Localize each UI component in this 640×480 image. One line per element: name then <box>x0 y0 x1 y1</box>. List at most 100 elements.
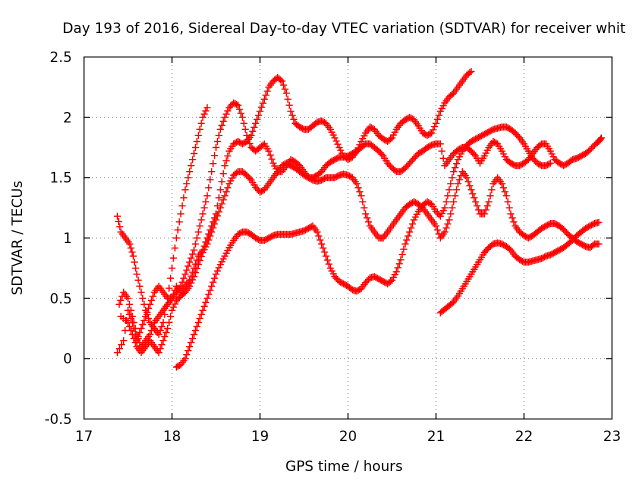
data-point <box>278 77 286 85</box>
data-point <box>216 186 224 194</box>
data-point <box>168 306 176 314</box>
data-point <box>208 228 216 236</box>
data-point <box>545 160 553 168</box>
data-point <box>479 131 487 139</box>
data-point <box>205 184 213 192</box>
data-point <box>206 286 214 294</box>
data-point <box>256 107 264 115</box>
data-point <box>406 228 414 236</box>
data-point <box>174 226 182 234</box>
data-point <box>464 178 472 186</box>
data-point <box>319 244 327 252</box>
data-point <box>313 228 321 236</box>
series-arc-6 <box>436 218 603 317</box>
data-point <box>186 343 194 351</box>
data-point <box>221 192 229 200</box>
data-point <box>187 339 195 347</box>
data-point <box>485 198 493 206</box>
data-point <box>181 186 189 194</box>
data-point <box>189 335 197 343</box>
data-point <box>194 228 202 236</box>
data-point <box>125 300 133 308</box>
data-point <box>171 244 179 252</box>
data-point <box>567 157 575 165</box>
data-point <box>318 240 326 248</box>
data-point <box>312 119 320 127</box>
data-point <box>441 228 449 236</box>
data-point <box>597 134 605 142</box>
data-point <box>140 316 148 324</box>
data-point <box>505 204 513 212</box>
data-point <box>211 274 219 282</box>
data-point <box>209 224 217 232</box>
data-point <box>441 204 449 212</box>
data-point <box>577 240 585 248</box>
data-point <box>307 223 315 231</box>
data-point <box>505 245 513 253</box>
data-point <box>215 194 223 202</box>
data-point <box>203 192 211 200</box>
data-point <box>199 113 207 121</box>
data-point <box>445 216 453 224</box>
data-point <box>197 119 205 127</box>
data-point <box>554 247 562 255</box>
data-point <box>432 222 440 230</box>
data-point <box>156 345 164 353</box>
data-point <box>453 186 461 194</box>
data-point <box>159 318 167 326</box>
data-point <box>200 110 208 118</box>
data-point <box>290 115 298 123</box>
data-point <box>359 198 367 206</box>
data-point <box>115 300 123 308</box>
data-point <box>323 256 331 264</box>
data-point <box>146 331 154 339</box>
data-point <box>329 156 337 164</box>
data-point <box>191 269 199 277</box>
data-point <box>504 198 512 206</box>
data-point <box>197 253 205 261</box>
data-point <box>586 146 594 154</box>
data-point <box>322 252 330 260</box>
data-point <box>363 214 371 222</box>
data-point <box>241 125 249 133</box>
data-point <box>199 306 207 314</box>
data-point <box>392 268 400 276</box>
data-point <box>186 258 194 266</box>
data-point <box>473 202 481 210</box>
data-point <box>234 101 242 109</box>
data-point <box>206 232 214 240</box>
data-point <box>294 160 302 168</box>
data-point <box>164 325 172 332</box>
data-point <box>145 314 153 322</box>
data-point <box>218 200 226 208</box>
x-tick-label: 19 <box>251 429 269 445</box>
data-point <box>394 264 402 272</box>
data-point <box>130 318 138 326</box>
chart-title: Day 193 of 2016, Sidereal Day-to-day VTE… <box>63 21 626 37</box>
data-point <box>124 294 132 302</box>
data-point <box>595 240 603 248</box>
data-point <box>139 320 147 328</box>
data-point <box>181 270 189 278</box>
data-point <box>580 242 588 250</box>
data-point <box>483 129 491 137</box>
x-axis-label: GPS time / hours <box>285 459 402 475</box>
data-point <box>120 337 128 345</box>
data-point <box>125 322 133 330</box>
data-point <box>134 276 142 284</box>
data-point <box>216 125 224 133</box>
data-point <box>303 173 311 181</box>
data-point <box>187 162 195 170</box>
data-point <box>354 184 362 192</box>
data-point <box>237 229 245 237</box>
data-point <box>492 139 500 147</box>
data-point <box>387 135 395 143</box>
data-point <box>373 274 381 282</box>
data-point <box>165 284 173 292</box>
data-point <box>436 140 444 148</box>
data-point <box>480 210 488 218</box>
data-point <box>202 198 210 206</box>
data-point <box>277 76 285 84</box>
data-point <box>128 248 136 256</box>
data-point <box>362 210 370 218</box>
